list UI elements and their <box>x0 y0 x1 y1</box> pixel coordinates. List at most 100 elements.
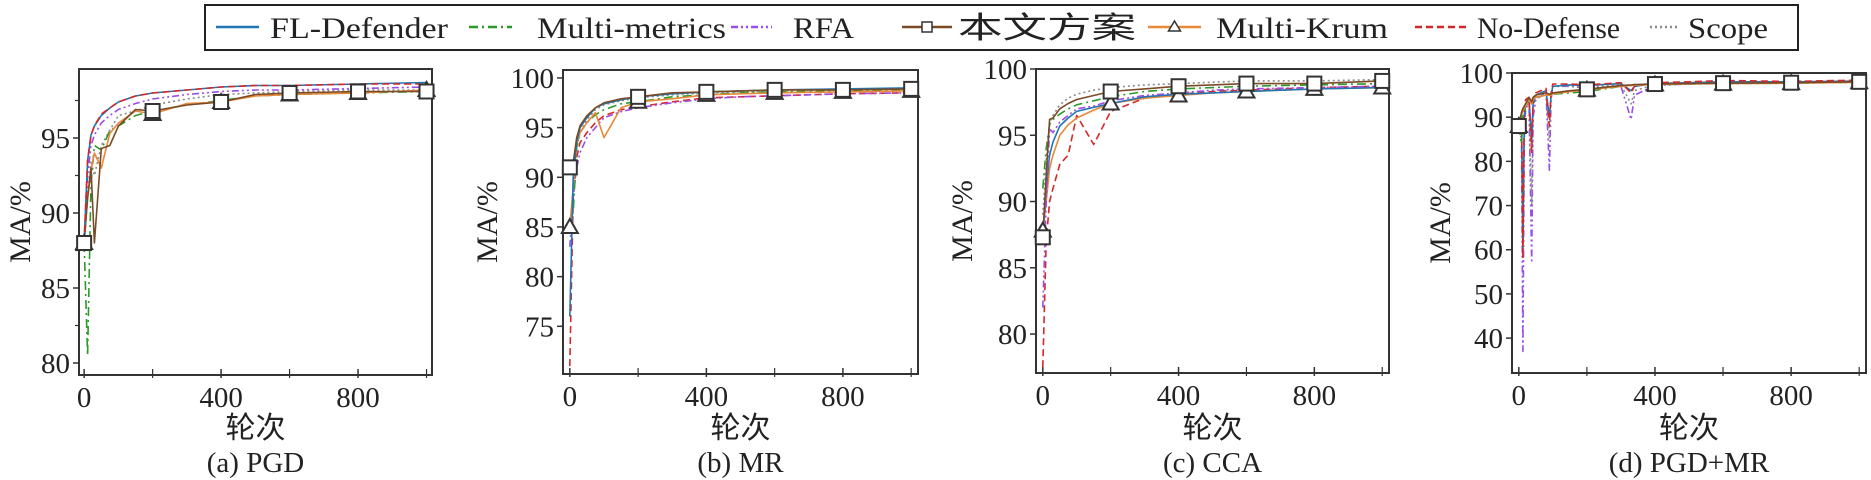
data-marker-square <box>903 80 920 97</box>
y-tick-label: 90 <box>1474 102 1503 134</box>
legend-label: 本文方案 <box>958 12 1136 45</box>
data-marker-square <box>1851 73 1868 90</box>
y-tick-label: 80 <box>41 348 70 380</box>
subplot-caption: (d) PGD+MR <box>1609 447 1770 479</box>
data-marker-square <box>1034 229 1051 246</box>
y-tick-label: 80 <box>998 319 1027 351</box>
y-tick-label: 95 <box>41 123 70 155</box>
legend-label: Multi-Krum <box>1216 12 1388 45</box>
y-tick-label: 80 <box>525 262 554 294</box>
legend-label: No-Defense <box>1477 12 1620 45</box>
y-tick-label: 85 <box>41 273 70 305</box>
subplot: 80 85 90 95 0 400 800 MA/% 轮次(a) PGD <box>4 68 437 479</box>
y-tick-label: 100 <box>1460 58 1504 90</box>
x-axis-label: 轮次 <box>1183 412 1243 445</box>
series-line-FL-Defender <box>83 81 427 244</box>
data-marker-square <box>350 83 367 100</box>
legend: FL-Defender Multi-metrics RFA 本文方案 Multi-Kru… <box>216 12 1768 45</box>
x-tick-label: 400 <box>685 381 729 413</box>
y-tick-label: 80 <box>1474 146 1503 178</box>
legend-label: Multi-metrics <box>537 12 726 45</box>
x-tick-label: 0 <box>1036 380 1051 412</box>
data-marker-square <box>834 81 851 98</box>
x-tick-label: 400 <box>199 382 243 414</box>
data-marker-square <box>144 103 161 119</box>
series-line-No-Defense <box>83 83 427 244</box>
legend-item: RFA <box>731 12 854 45</box>
y-tick-label: 85 <box>998 253 1027 285</box>
data-marker-square <box>76 235 93 251</box>
series-line-Multi-Krum <box>1042 86 1383 231</box>
y-tick-label: 85 <box>525 212 554 244</box>
series-line-FL-Defender <box>1042 86 1383 235</box>
series-line-FL-Defender <box>569 87 912 317</box>
series-line-Multi-metrics <box>1518 81 1860 145</box>
series-line-Scope <box>83 89 427 244</box>
x-tick-label: 0 <box>563 381 578 413</box>
x-tick-label: 800 <box>1293 380 1337 412</box>
series-group <box>569 87 912 367</box>
y-axis-label: MA/% <box>1424 182 1457 264</box>
x-axis-label: 轮次 <box>711 412 771 445</box>
legend-square-marker-icon <box>921 21 933 33</box>
y-tick-label: 100 <box>511 63 555 95</box>
plot-area-frame <box>1035 68 1390 374</box>
legend-label: FL-Defender <box>270 12 448 45</box>
data-marker-square <box>1783 74 1800 91</box>
legend-item: Multi-Krum <box>1148 12 1388 45</box>
y-tick-label: 90 <box>41 198 70 230</box>
data-marker-square <box>1102 83 1119 100</box>
x-tick-label: 0 <box>77 382 92 414</box>
y-tick-label: 50 <box>1474 279 1503 311</box>
data-marker-square <box>1578 81 1595 98</box>
data-marker-square <box>1646 76 1663 93</box>
data-marker-square <box>1238 75 1255 92</box>
legend-item: Multi-metrics <box>469 12 726 45</box>
legend-item: Scope <box>1650 12 1768 45</box>
data-marker-triangle <box>1168 85 1189 103</box>
series-line-Multi-Krum <box>1518 81 1860 127</box>
data-marker-square <box>766 81 783 98</box>
series-line-RFA <box>1042 85 1383 308</box>
y-tick-label: 90 <box>998 187 1027 219</box>
series-line-RFA <box>1518 81 1860 353</box>
series-line-No-Defense <box>1042 85 1383 368</box>
data-marker-square <box>1374 72 1391 89</box>
y-tick-label: 75 <box>525 311 554 343</box>
data-marker-triangle <box>1100 93 1121 111</box>
legend-label: RFA <box>793 12 854 45</box>
data-marker-square <box>1715 75 1732 92</box>
y-tick-label: 90 <box>525 162 554 194</box>
series-line-本文方案 <box>83 90 427 244</box>
series-line-Multi-Krum <box>83 89 427 244</box>
legend-item: 本文方案 <box>902 12 1136 45</box>
data-marker-square <box>561 159 578 176</box>
series-group <box>1518 79 1860 353</box>
y-tick-label: 100 <box>984 54 1028 86</box>
x-axis-label: 轮次 <box>1659 412 1719 445</box>
series-line-Multi-metrics <box>83 90 427 357</box>
series-line-Scope <box>1042 78 1383 215</box>
legend-triangle-marker-icon <box>1167 19 1182 32</box>
subplot: 80 85 90 95 100 0 400 800 MA/% 轮次(c) CCA <box>946 54 1392 479</box>
series-line-本文方案 <box>569 88 912 168</box>
x-tick-label: 400 <box>1633 380 1677 412</box>
y-tick-label: 40 <box>1474 323 1503 355</box>
data-marker-square <box>630 88 647 105</box>
legend-label: Scope <box>1688 12 1768 45</box>
data-marker-square <box>213 94 230 110</box>
y-axis-label: MA/% <box>4 181 37 263</box>
x-tick-label: 800 <box>336 382 380 414</box>
data-marker-square <box>1510 118 1527 135</box>
data-marker-square <box>1170 78 1187 95</box>
y-tick-label: 95 <box>998 120 1027 152</box>
data-marker-triangle <box>560 216 580 234</box>
subplot-caption: (b) MR <box>697 447 784 479</box>
series-line-Multi-metrics <box>569 89 912 228</box>
series-line-Scope <box>569 88 912 169</box>
plot-area-frame <box>562 69 919 375</box>
y-tick-label: 70 <box>1474 191 1503 223</box>
x-tick-label: 800 <box>821 381 865 413</box>
